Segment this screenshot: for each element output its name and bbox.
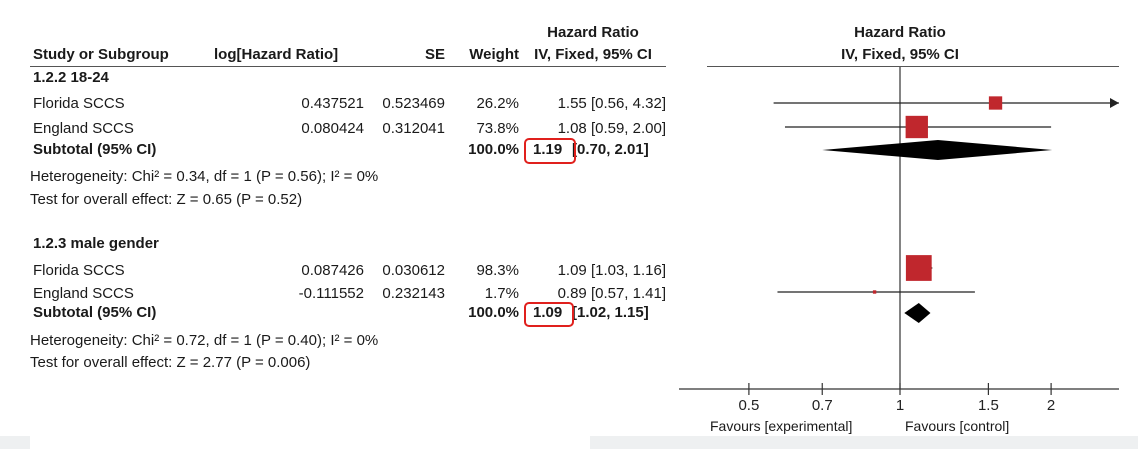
summary-diamond [904, 303, 931, 323]
heterogeneity-text: Heterogeneity: Chi² = 0.34, df = 1 (P = … [30, 168, 379, 185]
study-hr-ci: 1.09 [1.03, 1.16] [557, 262, 666, 279]
study-name: England SCCS [33, 285, 134, 302]
study-loghr: 0.080424 [301, 120, 364, 137]
study-name: Florida SCCS [33, 262, 125, 279]
x-tick-label: 1.5 [978, 397, 999, 414]
study-name: England SCCS [33, 120, 134, 137]
weight-column-header: Weight [469, 46, 519, 63]
loghr-column-header: log[Hazard Ratio] [214, 46, 339, 63]
hr-column-title: Hazard Ratio [547, 24, 639, 41]
study-loghr: -0.111552 [298, 285, 364, 302]
bottom-band-left [30, 436, 590, 449]
overall-effect-text: Test for overall effect: Z = 2.77 (P = 0… [30, 354, 311, 371]
subtotal-weight: 100.0% [468, 304, 519, 321]
x-tick-label: 0.5 [738, 397, 759, 414]
study-weight: 98.3% [476, 262, 519, 279]
overall-effect-text: Test for overall effect: Z = 0.65 (P = 0… [30, 191, 303, 208]
se-column-header: SE [424, 46, 445, 63]
study-loghr: 0.437521 [301, 95, 364, 112]
study-loghr: 0.087426 [301, 262, 364, 279]
favours-left-label: Favours [experimental] [710, 418, 853, 434]
x-tick-label: 2 [1047, 397, 1055, 414]
heterogeneity-text: Heterogeneity: Chi² = 0.72, df = 1 (P = … [30, 332, 379, 349]
study-hr-ci: 0.89 [0.57, 1.41] [557, 285, 666, 302]
plot-title: Hazard Ratio [854, 24, 946, 41]
subtotal-label: Subtotal (95% CI) [33, 304, 157, 321]
study-weight: 1.7% [484, 285, 519, 302]
x-tick-label: 0.7 [812, 397, 833, 414]
study-hr-ci: 1.08 [0.59, 2.00] [557, 120, 666, 137]
study-column-header: Study or Subgroup [33, 46, 169, 63]
subtotal-estimate: 1.09 [533, 304, 563, 321]
study-hr-ci: 1.55 [0.56, 4.32] [557, 95, 666, 112]
study-marker [905, 255, 932, 281]
ci-column-header: IV, Fixed, 95% CI [534, 46, 652, 63]
study-name: Florida SCCS [33, 95, 125, 112]
subgroup-title: 1.2.3 male gender [33, 235, 159, 252]
study-se: 0.312041 [382, 120, 445, 137]
subtotal-ci: [1.02, 1.15] [572, 304, 649, 321]
study-marker [872, 290, 877, 294]
study-se: 0.232143 [382, 285, 445, 302]
subtotal-estimate: 1.19 [533, 141, 563, 158]
study-weight: 26.2% [476, 95, 519, 112]
plot-subtitle: IV, Fixed, 95% CI [841, 46, 959, 63]
study-weight: 73.8% [476, 120, 519, 137]
subtotal-weight: 100.0% [468, 141, 519, 158]
subtotal-ci: [0.70, 2.01] [572, 141, 649, 158]
table-header-rule [30, 66, 666, 67]
x-tick-label: 1 [896, 397, 904, 414]
summary-diamond [822, 140, 1053, 160]
study-marker [988, 96, 1003, 110]
ci-arrow [1110, 98, 1119, 108]
study-se: 0.030612 [382, 262, 445, 279]
highlight-box [524, 138, 576, 164]
plot-header-rule [707, 66, 1119, 67]
favours-right-label: Favours [control] [905, 418, 1010, 434]
subgroup-title: 1.2.2 18-24 [33, 69, 109, 86]
study-marker [905, 115, 928, 139]
study-se: 0.523469 [382, 95, 445, 112]
subtotal-label: Subtotal (95% CI) [33, 141, 157, 158]
highlight-box [524, 302, 574, 327]
